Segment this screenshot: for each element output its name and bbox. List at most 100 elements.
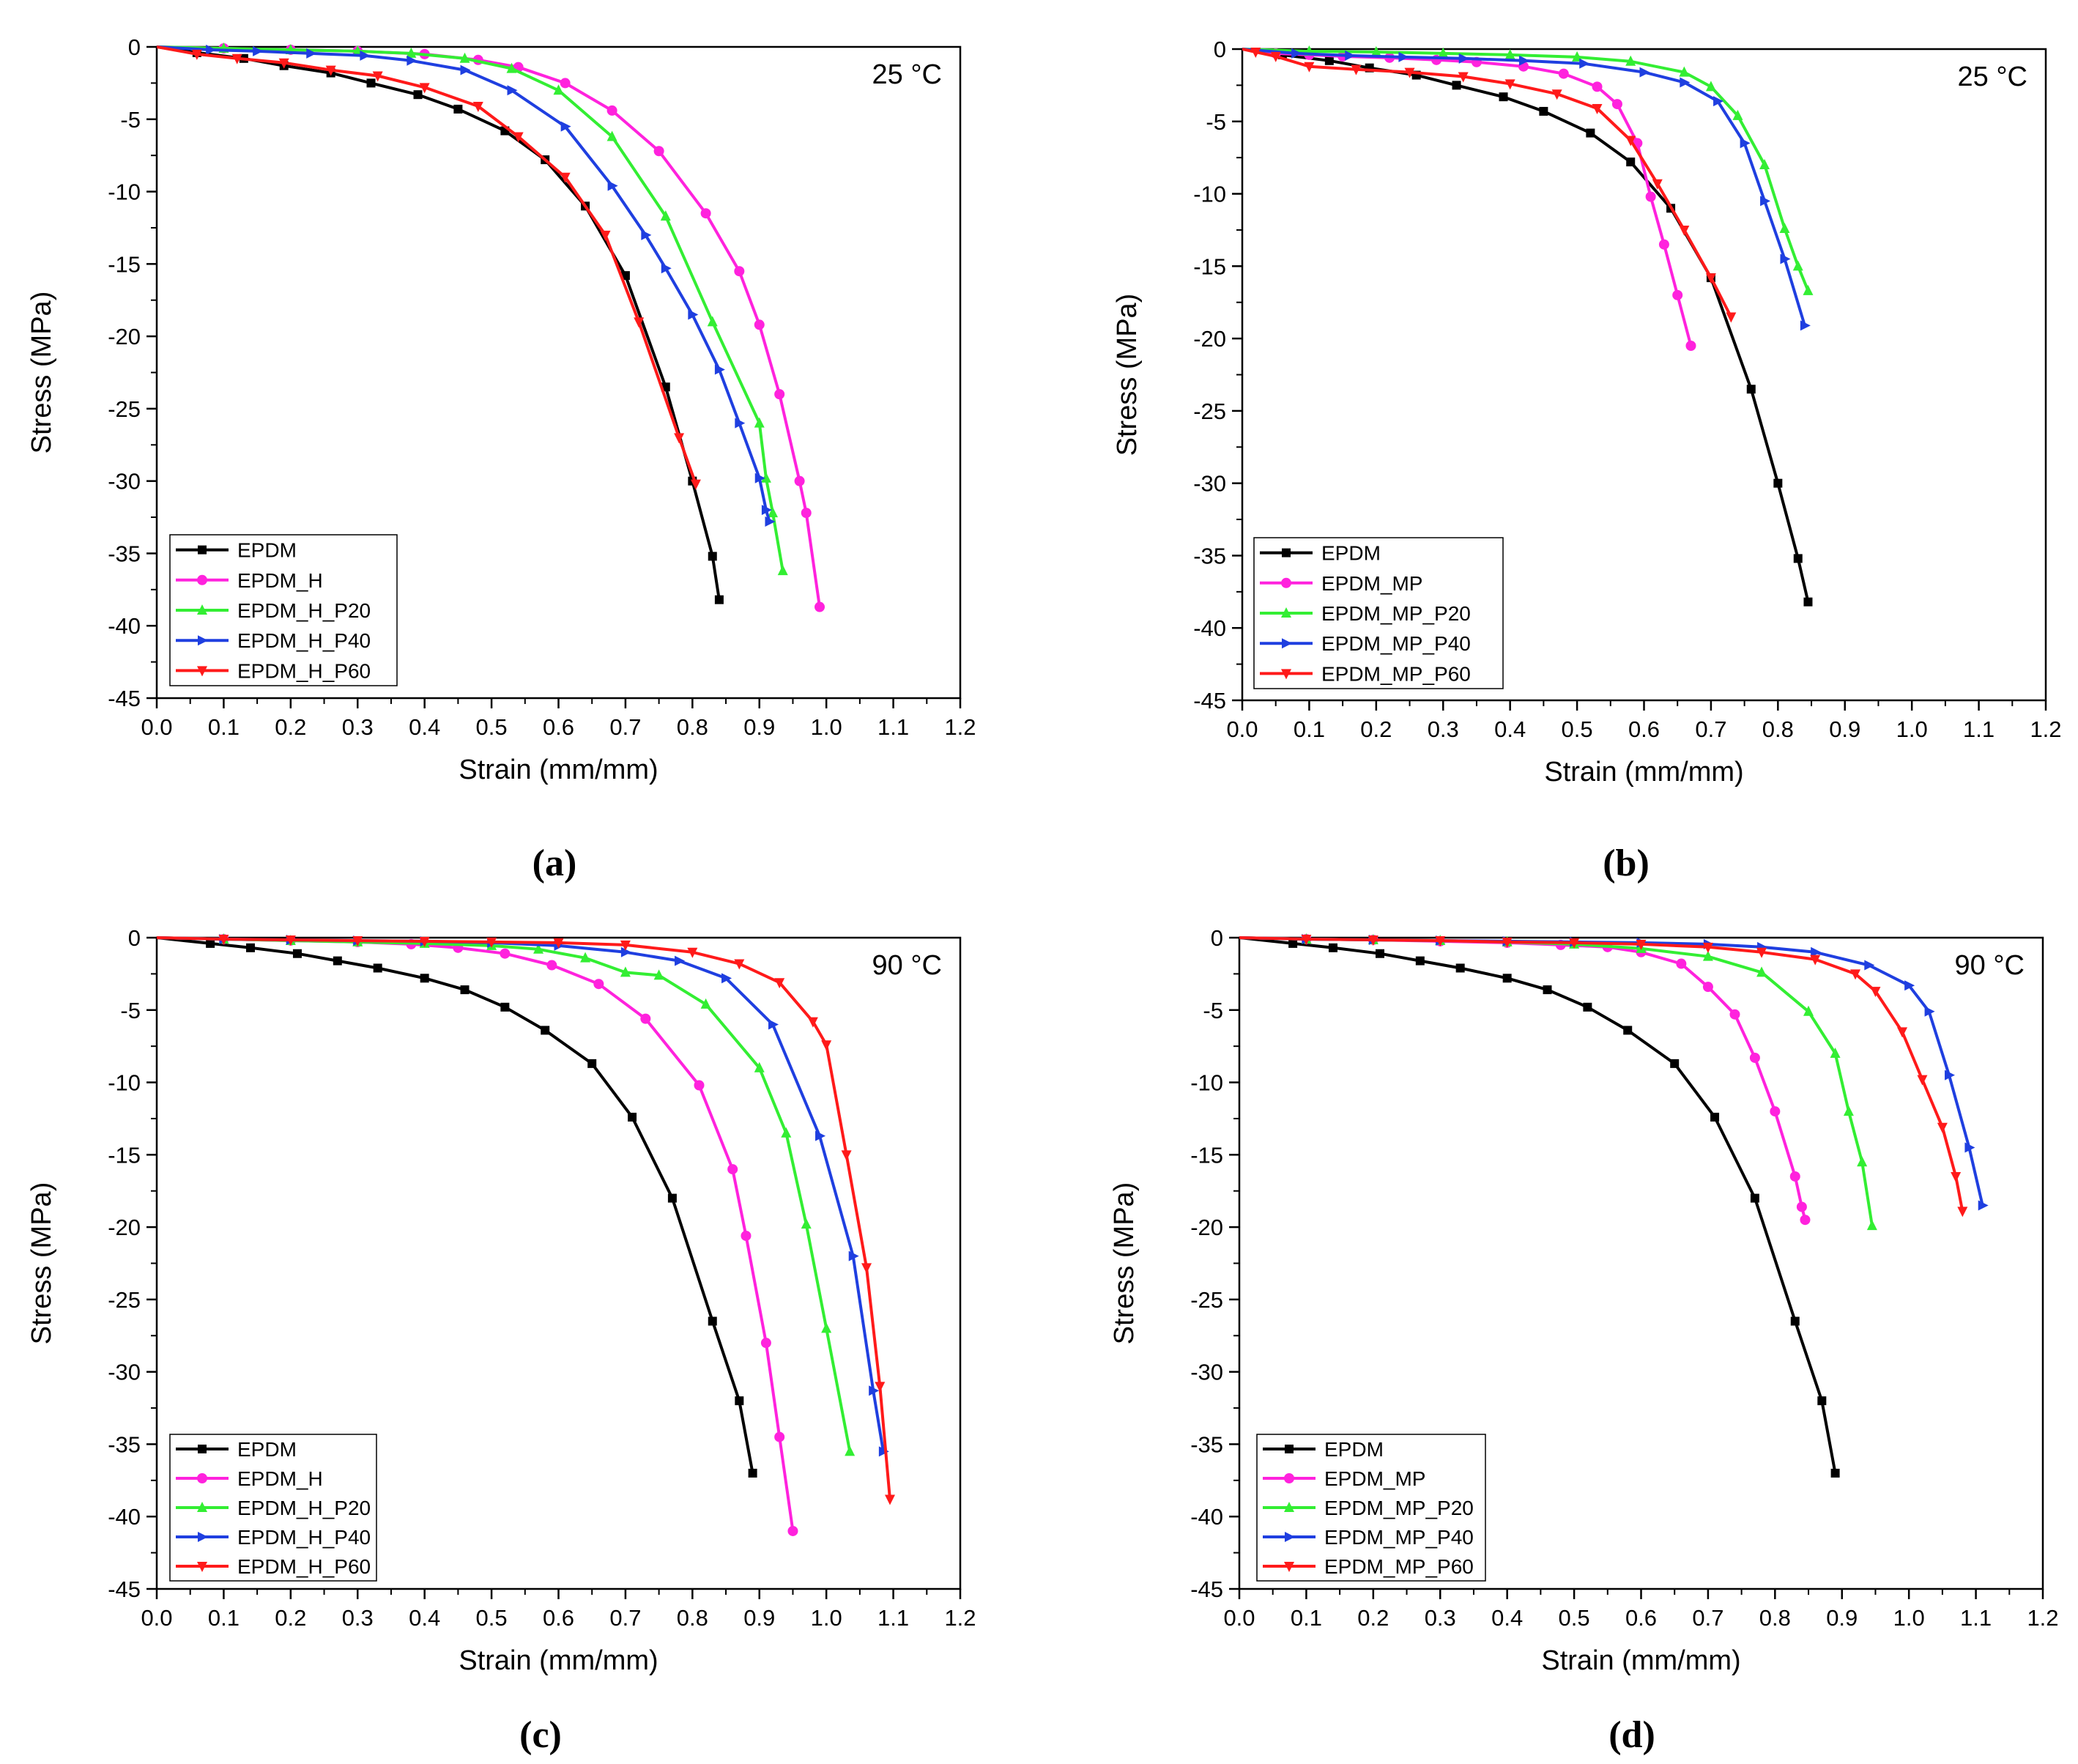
data-point [420,974,429,983]
data-point [1586,128,1595,138]
series-line-epdm [1239,936,1837,1474]
data-point [553,84,564,95]
x-tick-label: 1.0 [811,714,842,740]
data-point [1288,938,1298,948]
panel-label: (c) [519,1714,562,1756]
data-point [754,319,765,330]
data-point [1702,942,1713,953]
data-point [1796,1201,1807,1212]
y-tick-label: -10 [1190,1070,1223,1096]
legend-entry: EPDM_MP [1321,572,1422,595]
x-tick-label: 1.0 [811,1605,842,1631]
legend-entry: EPDM_H_P20 [237,599,371,622]
data-point [620,946,631,957]
data-point [714,595,724,604]
y-tick-label: -40 [108,1504,141,1530]
data-point [580,952,591,963]
data-point [1270,51,1281,62]
x-tick-label: 1.0 [1896,716,1928,742]
x-tick-label: 0.3 [342,714,374,740]
panel-label: (a) [533,842,577,884]
x-tick-label: 0.4 [409,714,440,740]
data-point [1864,960,1875,971]
data-point [777,565,788,576]
series-line-epdm-h-p40 [157,45,771,522]
legend-marker [198,635,208,646]
y-tick-label: -5 [120,107,141,133]
data-point [1857,1156,1868,1167]
data-point [1502,937,1513,948]
legend-marker [198,1532,208,1542]
y-tick-label: -40 [1193,615,1226,641]
legend-marker [197,666,207,677]
data-point [845,1445,856,1456]
data-point [419,936,430,947]
data-point [1756,947,1767,958]
data-point [1679,225,1690,236]
data-point [1866,1220,1877,1231]
series-group [1242,45,1814,607]
legend-marker [198,1445,207,1453]
y-tick-label: -40 [108,613,141,639]
data-point [1870,987,1881,998]
x-tick-label: 0.4 [1491,1605,1523,1631]
data-point [306,48,317,59]
x-tick-label: 1.1 [1960,1605,1992,1631]
data-point [848,1250,859,1261]
data-point [593,979,604,990]
data-point [560,78,571,89]
x-tick-label: 0.1 [208,714,240,740]
data-point [372,71,383,82]
legend-entry: EPDM_H_P20 [237,1497,371,1519]
data-point [1658,239,1669,250]
data-point [1750,1193,1759,1203]
legend-entry: EPDM [237,539,297,562]
data-point [413,90,423,100]
data-point [674,433,685,444]
data-point [1676,958,1687,969]
data-point [1679,66,1690,77]
data-point [1250,47,1261,58]
data-point [1811,946,1822,957]
data-point [1945,1070,1956,1081]
legend-entry: EPDM_MP_P60 [1324,1555,1474,1578]
x-tick-label: 0.8 [1762,716,1794,742]
legend-marker [197,604,207,615]
x-tick-label: 0.6 [543,714,574,740]
y-tick-label: -25 [1190,1287,1223,1313]
y-tick-label: -35 [108,1431,141,1457]
x-tick-label: 0.3 [1425,1605,1456,1631]
data-point [690,479,701,490]
data-point [687,947,698,958]
data-point [700,208,711,219]
data-point [1592,103,1603,114]
legend-entry: EPDM_MP_P20 [1321,602,1471,625]
series-group [157,42,825,612]
data-point [1579,58,1590,69]
data-point [634,317,645,328]
data-point [1740,138,1751,149]
data-point [1458,72,1469,83]
data-point [765,516,776,527]
data-point [1710,1112,1720,1122]
data-point [754,417,765,428]
data-point [285,935,296,946]
data-point [587,1059,597,1068]
data-point [1843,1105,1854,1116]
legend-entry: EPDM_MP_P40 [1324,1526,1474,1549]
data-point [325,65,336,76]
data-point [1780,253,1791,264]
data-point [754,1061,765,1072]
data-point [191,49,202,60]
y-tick-label: -10 [108,1070,141,1096]
panel-c: (c) 0.0 0.1 0.2 0.3 0.4 0.5 0.6 0.7 0.8 0.9 1.0 1.1… [26,925,976,1756]
data-point [1458,53,1469,64]
y-tick-label: -20 [1193,326,1226,352]
data-point [606,130,617,141]
data-point [768,1019,779,1030]
y-tick-label: -5 [120,998,141,1023]
series-group [157,933,896,1536]
data-point [507,85,518,96]
legend: EPDM EPDM_MP EPDM_MP_P20 EPDM_MP_P40 EPDM_MP… [1256,1434,1486,1582]
y-tick-label: -35 [1193,543,1226,568]
